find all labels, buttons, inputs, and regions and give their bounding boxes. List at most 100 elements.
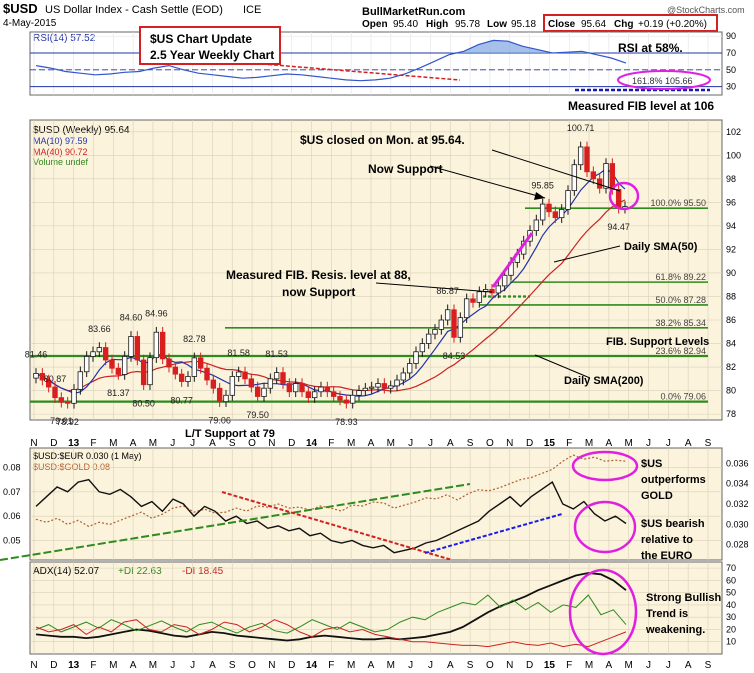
closed-pointer xyxy=(491,149,621,192)
candle-body xyxy=(362,387,369,391)
trend-2: Trend is xyxy=(646,608,688,620)
price-legend: $USD (Weekly) 95.64 xyxy=(33,125,130,136)
fib88-note-2: now Support xyxy=(282,285,355,299)
price-point-label: 84.60 xyxy=(120,313,143,323)
x-tick-label: D xyxy=(50,660,57,671)
rsi-legend: RSI(14) 57.52 xyxy=(33,33,96,44)
candle-body xyxy=(71,389,77,404)
rsi-tick-label: 70 xyxy=(726,48,736,58)
volume-legend: Volume undef xyxy=(33,157,89,167)
x-tick-label: S xyxy=(229,660,236,671)
fib106-ellipse xyxy=(617,70,711,90)
ratio-left-tick: 0.08 xyxy=(3,462,21,472)
candle-body xyxy=(387,385,394,389)
candle-body xyxy=(349,394,356,404)
mdi-legend: -DI 18.45 xyxy=(182,566,224,577)
candle-body xyxy=(223,394,229,403)
candle-body xyxy=(356,390,362,396)
candle-body xyxy=(90,351,96,357)
x-tick-label: M xyxy=(109,660,117,671)
x-tick-label: F xyxy=(328,660,334,671)
x-tick-label: J xyxy=(646,438,651,449)
daily50-pointer xyxy=(553,245,621,263)
candle-body xyxy=(558,209,565,219)
x-tick-label: M xyxy=(347,438,355,449)
price-tick-label: 80 xyxy=(726,386,736,396)
eur-legend: $USD:$EUR 0.030 (1 May) xyxy=(33,451,142,461)
candle-body xyxy=(159,331,166,360)
copyright: @StockCharts.com xyxy=(667,5,745,15)
candle-body xyxy=(140,359,147,386)
price-tick-label: 86 xyxy=(726,315,736,325)
candle-body xyxy=(571,164,578,191)
fib-level-label: 23.6% 82.94 xyxy=(655,346,706,356)
candle-body xyxy=(45,379,52,388)
x-tick-label: J xyxy=(428,438,433,449)
ratio-left-tick: 0.06 xyxy=(3,511,21,521)
rsi-tick-label: 30 xyxy=(726,82,736,92)
candle-body xyxy=(489,289,495,294)
candle-body xyxy=(330,391,337,397)
price-point-label: 86.87 xyxy=(436,286,459,296)
candle-body xyxy=(197,357,204,369)
fib-level-label: 100.0% 95.50 xyxy=(650,198,706,208)
candle-body xyxy=(109,359,115,369)
price-ellipse xyxy=(608,181,640,211)
candle-body xyxy=(324,386,331,393)
ma40-line xyxy=(35,199,626,392)
candle-body xyxy=(305,391,312,399)
candle-body xyxy=(444,309,451,321)
close-label: Close xyxy=(548,19,576,30)
rsi-tick-label: 50 xyxy=(726,65,736,75)
candle-body xyxy=(584,146,590,173)
candle-body xyxy=(102,347,109,361)
chg-value: +0.19 (+0.20%) xyxy=(638,19,707,30)
candle-body xyxy=(419,343,426,353)
x-tick-label: J xyxy=(408,660,413,671)
x-tick-label: A xyxy=(606,438,613,449)
title-callout-line2: 2.5 Year Weekly Chart xyxy=(150,48,274,62)
fib-level-label: 50.0% 87.28 xyxy=(655,295,706,305)
candle-body xyxy=(229,376,236,396)
trend-up-line xyxy=(491,232,534,288)
close-box xyxy=(543,14,718,32)
candle-body xyxy=(77,371,84,390)
ratio-right-tick: 0.028 xyxy=(726,540,749,550)
candle-body xyxy=(552,211,559,219)
eur-ratio-line xyxy=(35,478,627,554)
candle-body xyxy=(565,190,571,210)
adx-legend: ADX(14) 52.07 xyxy=(33,566,100,577)
x-tick-label: M xyxy=(109,438,117,449)
x-tick-label: J xyxy=(408,438,413,449)
euro-ellipse xyxy=(573,500,637,554)
x-tick-label: N xyxy=(30,660,37,671)
candle-body xyxy=(52,386,58,399)
fib88-note-1: Measured FIB. Resis. level at 88, xyxy=(226,268,411,282)
price-point-label: 79.50 xyxy=(246,410,269,420)
x-tick-label: 14 xyxy=(306,660,318,671)
x-tick-label: M xyxy=(625,660,633,671)
fib-layer: 100.0% 95.50 61.8% 89.22 50.0% 87.28 38.2% … xyxy=(30,198,708,403)
x-tick-label: F xyxy=(566,438,572,449)
candle-body xyxy=(381,383,388,389)
candle-body xyxy=(166,358,172,368)
chg-label: Chg xyxy=(614,19,633,30)
adx-tick-label: 50 xyxy=(726,588,736,598)
candle-body xyxy=(470,298,476,303)
eur-downtrend xyxy=(221,491,453,561)
price-point-label: 82.78 xyxy=(183,334,206,344)
rsi-trendline xyxy=(249,62,461,81)
adx-tick-label: 30 xyxy=(726,612,736,622)
ma40-legend: MA(40) 90.72 xyxy=(33,147,88,157)
series-layer xyxy=(0,39,710,648)
x-tick-label: M xyxy=(585,660,593,671)
x-tick-label: S xyxy=(705,438,712,449)
exchange: ICE xyxy=(243,4,261,16)
x-tick-label: 15 xyxy=(544,660,556,671)
x-tick-label: A xyxy=(685,660,692,671)
candle-body xyxy=(178,373,185,382)
ratio-right-tick: 0.030 xyxy=(726,519,749,529)
candle-body xyxy=(204,367,210,381)
x-tick-label: A xyxy=(447,438,454,449)
candle-body xyxy=(400,372,407,381)
